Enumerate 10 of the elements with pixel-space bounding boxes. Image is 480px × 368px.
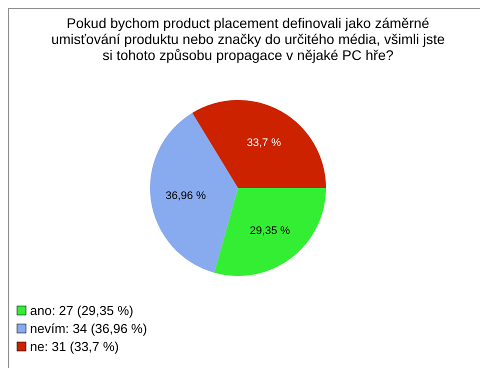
data-label: 36,96 % (166, 190, 206, 202)
pie-slice (192, 100, 326, 188)
data-label: 29,35 % (250, 225, 290, 238)
pie-slice (150, 112, 238, 273)
legend-label: ano: 27 (29,35 %) (30, 303, 134, 318)
chart-title: Pokud bychom product placement definovali jako záměrné umisťování produktu nebo značky do určitého média, všimli jste si tohoto způsobu propagace v nějaké PC hře? (51, 15, 445, 63)
data-label: 33,7 % (246, 136, 282, 149)
legend-label: nevím: 34 (36,96 %) (30, 321, 148, 336)
legend-label: ne: 31 (33,7 %) (30, 339, 119, 354)
pie-slice (214, 188, 326, 276)
